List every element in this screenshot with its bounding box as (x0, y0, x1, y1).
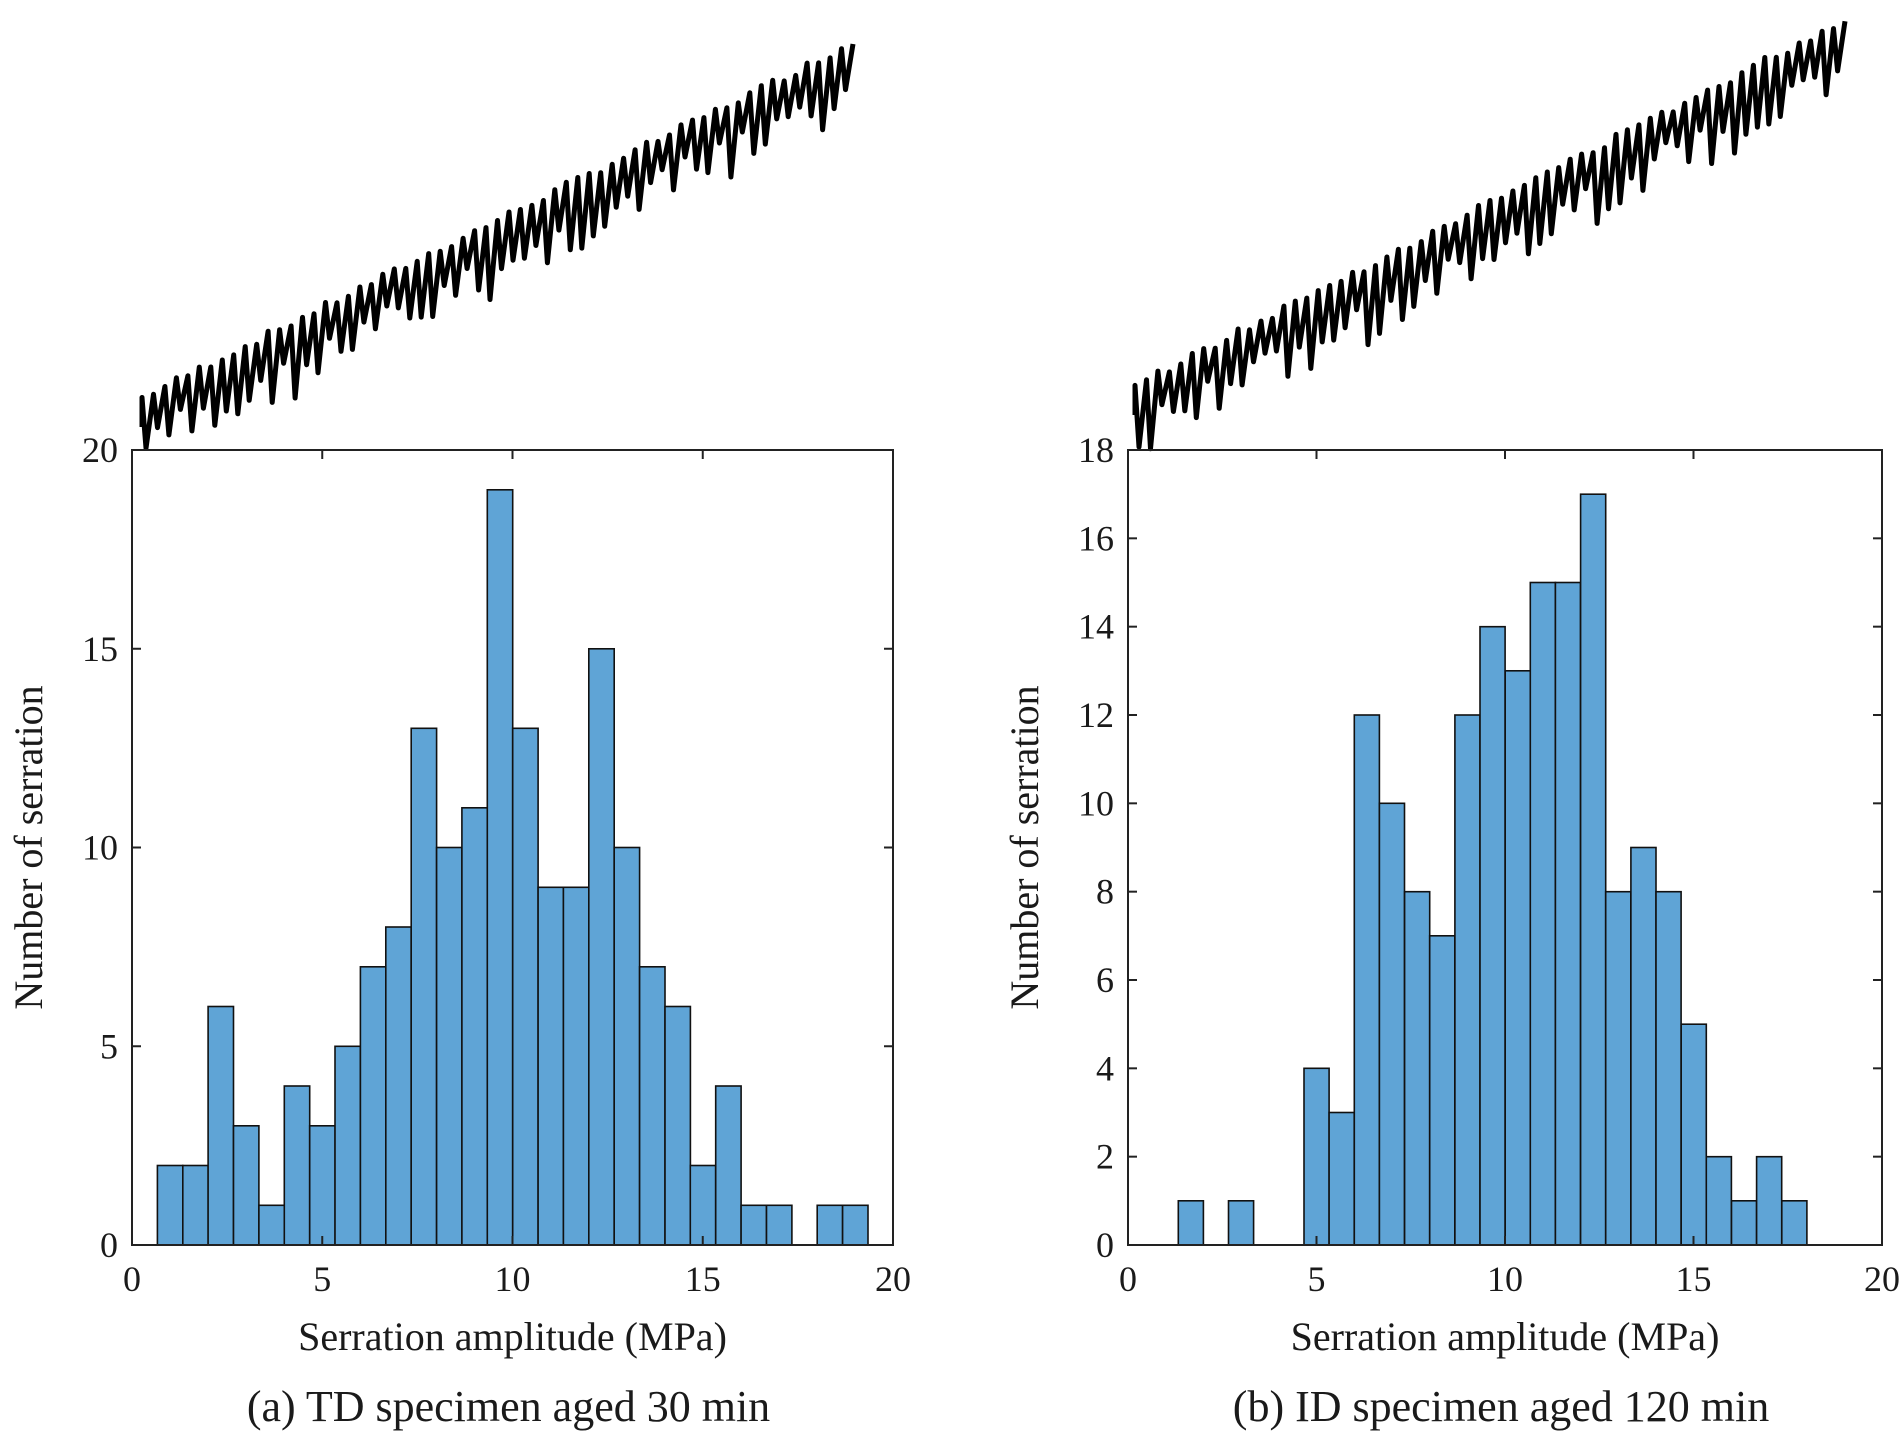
histogram-bar (334, 1045, 362, 1246)
histogram-bar (714, 1085, 742, 1246)
x-axis-label-b: Serration amplitude (MPa) (1291, 1314, 1720, 1359)
histogram-bar (1479, 625, 1506, 1246)
y-tick-label: 8 (1096, 872, 1114, 912)
x-tick-label: 0 (123, 1259, 141, 1299)
histogram-bar (587, 647, 615, 1246)
histogram-bar (689, 1164, 717, 1246)
histogram-bar (511, 727, 539, 1246)
histogram-bar (1428, 934, 1456, 1246)
x-tick-label: 20 (1864, 1259, 1900, 1299)
y-tick-label: 16 (1078, 518, 1114, 558)
histogram-bar (562, 886, 590, 1246)
histogram-bar (664, 1005, 692, 1246)
histogram-bar (1705, 1155, 1733, 1246)
histogram-bar (461, 806, 489, 1246)
axes-b (1127, 449, 1883, 1246)
histogram-bar (1328, 1111, 1355, 1246)
y-tick-label: 14 (1078, 607, 1114, 647)
caption-a: (a) TD specimen aged 30 min (247, 1382, 770, 1431)
histogram-bar (1781, 1200, 1808, 1246)
histogram-bar (384, 926, 412, 1246)
panel-b: 0 5 10 15 20 0 2 4 6 8 10 12 14 16 18 Serration ampli… (1002, 20, 1900, 1431)
y-axis-label-a: Number of serration (6, 685, 51, 1009)
histogram-bar (1655, 890, 1682, 1246)
histogram-bar (308, 1125, 336, 1246)
y-axis-label-b: Number of serration (1002, 685, 1047, 1009)
x-tick-label: 0 (1119, 1259, 1137, 1299)
histogram-bar (258, 1204, 286, 1246)
histogram-bar (1755, 1155, 1783, 1246)
y-tick-label: 18 (1078, 430, 1114, 470)
histogram-bar (816, 1204, 844, 1246)
y-tick-label: 5 (100, 1026, 118, 1066)
histogram-bar (1630, 846, 1657, 1246)
histogram-bar (435, 846, 463, 1246)
histogram-bar (1529, 581, 1557, 1246)
histogram-bar (486, 488, 514, 1246)
histogram-bar (1504, 669, 1532, 1246)
histogram-bar (1303, 1067, 1330, 1246)
x-tick-labels-b: 0 5 10 15 20 (1119, 1259, 1900, 1299)
histogram-bar (1554, 581, 1582, 1246)
panel-a: 0 5 10 15 20 0 5 10 15 20 Serration amplitude (M… (6, 43, 911, 1431)
histogram-bar (410, 727, 438, 1246)
histogram-bar (232, 1125, 260, 1246)
y-tick-label: 10 (1078, 783, 1114, 823)
x-tick-label: 10 (495, 1259, 531, 1299)
histogram-bar (1353, 714, 1381, 1246)
y-tick-label: 0 (1096, 1225, 1114, 1265)
histogram-bar (1378, 802, 1406, 1246)
histogram-bar (1604, 890, 1632, 1246)
histogram-bars-a (156, 488, 869, 1246)
x-tick-labels-a: 0 5 10 15 20 (123, 1259, 911, 1299)
serration-trace-b (1132, 20, 1848, 452)
x-tick-label: 5 (313, 1259, 331, 1299)
serration-trace-a (139, 43, 856, 451)
histogram-bar (1177, 1200, 1205, 1246)
histogram-bar (1227, 1200, 1255, 1246)
histogram-bar (283, 1085, 311, 1246)
histogram-bar (1403, 890, 1431, 1246)
x-axis-label-a: Serration amplitude (MPa) (298, 1314, 727, 1359)
axes-a (131, 449, 894, 1246)
y-tick-label: 2 (1096, 1137, 1114, 1177)
y-tick-label: 0 (100, 1225, 118, 1265)
histogram-bar (1579, 493, 1607, 1246)
histogram-bar (207, 1005, 235, 1246)
y-tick-label: 20 (82, 430, 118, 470)
y-tick-labels-b: 0 2 4 6 8 10 12 14 16 18 (1078, 430, 1114, 1265)
x-tick-label: 10 (1487, 1259, 1523, 1299)
histogram-bar (638, 965, 666, 1246)
histogram-bar (740, 1204, 768, 1246)
histogram-bar (537, 886, 565, 1246)
y-tick-labels-a: 0 5 10 15 20 (82, 430, 118, 1265)
histogram-bar (359, 965, 387, 1246)
histogram-bars-b (1177, 493, 1808, 1246)
histogram-bar (613, 846, 641, 1246)
histogram-bar (765, 1204, 793, 1246)
x-tick-label: 20 (875, 1259, 911, 1299)
histogram-bar (1680, 1023, 1708, 1246)
caption-b: (b) ID specimen aged 120 min (1233, 1382, 1769, 1431)
x-tick-label: 15 (685, 1259, 721, 1299)
x-tick-label: 15 (1676, 1259, 1712, 1299)
y-tick-label: 10 (82, 828, 118, 868)
histogram-bar (1454, 714, 1481, 1246)
x-tick-label: 5 (1308, 1259, 1326, 1299)
histogram-bar (182, 1164, 210, 1246)
histogram-bar (1730, 1200, 1758, 1246)
y-tick-label: 12 (1078, 695, 1114, 735)
y-tick-label: 4 (1096, 1048, 1114, 1088)
y-tick-label: 15 (82, 629, 118, 669)
y-tick-label: 6 (1096, 960, 1114, 1000)
histogram-bar (841, 1204, 869, 1246)
histogram-bar (156, 1164, 184, 1246)
